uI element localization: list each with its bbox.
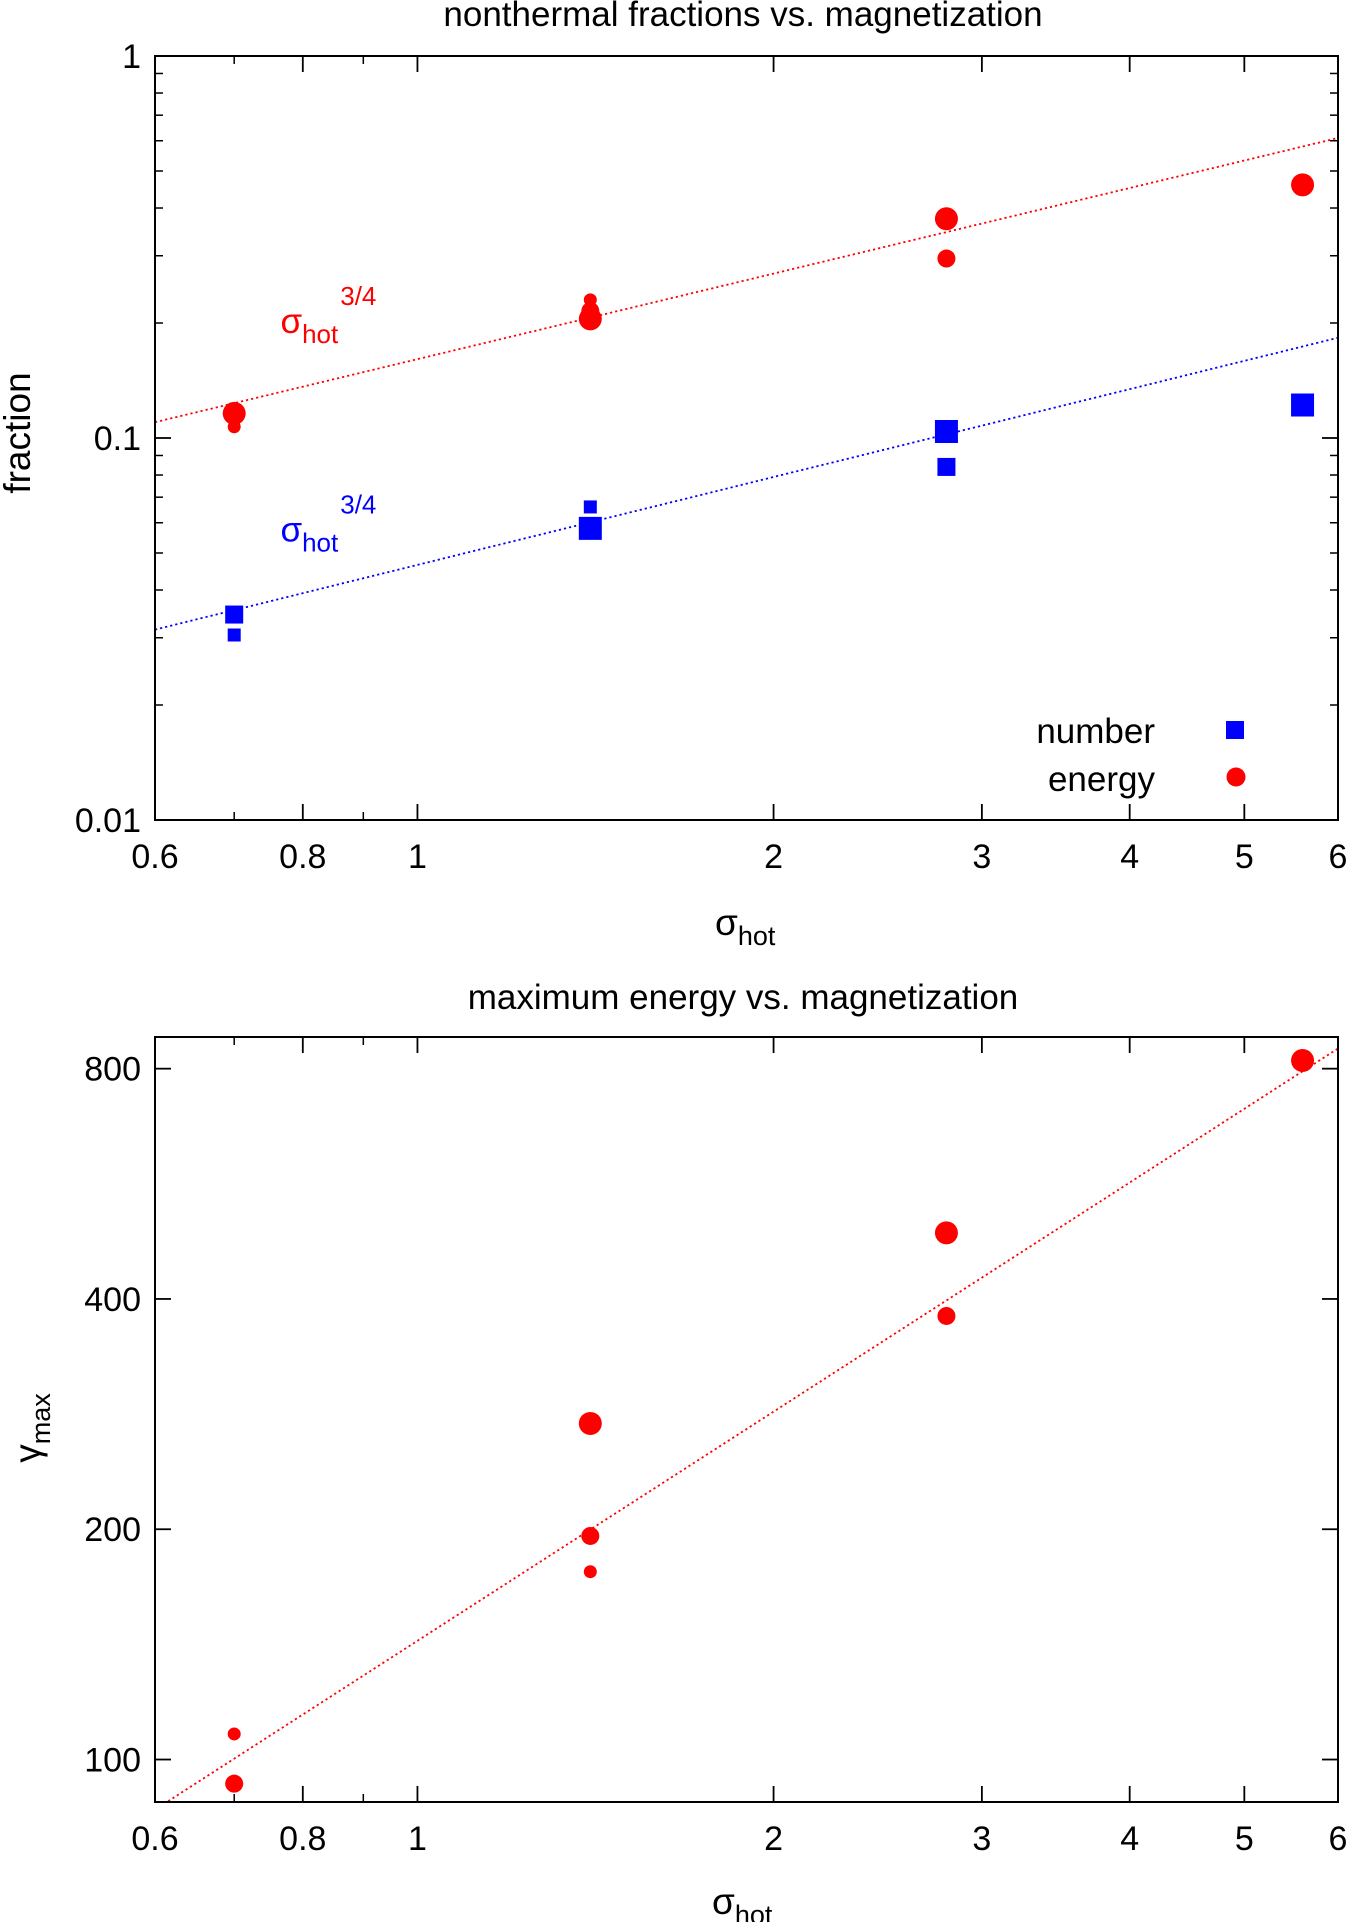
annotation-sup: 3/4 — [340, 281, 376, 311]
annotation-symbol: σ — [280, 510, 302, 549]
y-tick-label: 0.1 — [94, 420, 141, 458]
x-axis-label: σhot — [712, 1881, 773, 1922]
data-point-energy — [227, 420, 241, 434]
x-tick-label: 5 — [1235, 1820, 1254, 1858]
x-tick-label: 3 — [972, 838, 991, 876]
data-point-number — [1291, 393, 1315, 417]
plot-frame — [154, 55, 1339, 821]
fit-annotation: σhot3/4 — [280, 489, 376, 557]
y-tick-label: 200 — [84, 1511, 141, 1549]
x-tick-label: 0.8 — [279, 1820, 326, 1858]
fit-lines — [165, 1047, 1338, 1802]
data-point-number — [225, 605, 244, 624]
data-point-number — [578, 516, 602, 540]
fit-annotation: σhot3/4 — [280, 281, 376, 349]
data-point-energy — [578, 1411, 602, 1435]
annotation-sub: hot — [302, 319, 339, 349]
y-axis-label-main: γ — [7, 1444, 48, 1463]
series-number — [225, 393, 1315, 642]
data-point-energy — [937, 249, 956, 268]
legend-label-energy: energy — [1048, 760, 1156, 799]
data-point-energy — [581, 1526, 600, 1545]
annotation-sub: hot — [302, 527, 339, 557]
gamma-max-chart: maximum energy vs. magnetization γmax σh… — [7, 978, 1347, 1922]
x-tick-label: 4 — [1120, 1820, 1139, 1858]
plot-frame — [154, 1036, 1339, 1803]
legend-marker-energy — [1226, 767, 1246, 787]
data-point-number — [583, 500, 597, 514]
x-axis-label: σhot — [715, 902, 776, 951]
data-point-energy — [581, 302, 600, 321]
data-point-energy — [1291, 1048, 1315, 1072]
y-tick-label: 0.01 — [75, 802, 141, 840]
x-tick-label: 2 — [764, 1820, 783, 1858]
y-axis-label: γmax — [7, 1393, 56, 1463]
fit-line — [155, 336, 1338, 631]
fraction-chart: nonthermal fractions vs. magnetization f… — [0, 0, 1347, 951]
data-point-number — [937, 457, 956, 476]
fit-line — [155, 137, 1338, 424]
data-point-energy — [222, 401, 246, 425]
x-tick-label: 2 — [764, 838, 783, 876]
chart-title: maximum energy vs. magnetization — [468, 978, 1019, 1017]
x-axis-label-main: σ — [715, 902, 738, 943]
y-tick-label: 1 — [122, 38, 141, 76]
data-point-energy — [937, 1306, 956, 1325]
series-energy — [225, 1048, 1315, 1793]
chart-title: nonthermal fractions vs. magnetization — [443, 0, 1042, 34]
x-tick-label: 6 — [1329, 838, 1348, 876]
annotation-symbol: σ — [280, 302, 302, 341]
y-tick-label: 800 — [84, 1051, 141, 1089]
legend-label-number: number — [1036, 712, 1155, 751]
data-point-energy — [225, 1774, 244, 1793]
x-tick-label: 6 — [1329, 1820, 1348, 1858]
fit-line — [165, 1047, 1338, 1802]
x-tick-label: 1 — [408, 838, 427, 876]
data-point-energy — [1291, 173, 1315, 197]
data-point-energy — [583, 293, 597, 307]
x-axis-label-sub: hot — [738, 921, 776, 951]
annotation-sup: 3/4 — [340, 489, 376, 519]
data-point-number — [227, 628, 241, 642]
series-energy — [222, 173, 1315, 434]
x-tick-label: 5 — [1235, 838, 1254, 876]
legend: number energy — [1036, 712, 1246, 799]
data-point-energy — [934, 1221, 958, 1245]
x-axis-label-sub: hot — [735, 1900, 773, 1922]
y-tick-label: 100 — [84, 1742, 141, 1780]
data-point-energy — [227, 1727, 241, 1741]
x-tick-label: 0.6 — [131, 838, 178, 876]
data-point-number — [934, 419, 958, 443]
data-point-energy — [583, 1565, 597, 1579]
data-point-energy — [934, 207, 958, 231]
x-tick-label: 0.8 — [279, 838, 326, 876]
x-tick-label: 4 — [1120, 838, 1139, 876]
legend-marker-number — [1226, 721, 1244, 739]
x-axis-label-main: σ — [712, 1881, 735, 1922]
x-tick-label: 1 — [408, 1820, 427, 1858]
y-axis-label: fraction — [0, 372, 38, 493]
y-axis-label-sub: max — [26, 1393, 56, 1445]
y-tick-label: 400 — [84, 1281, 141, 1319]
x-tick-label: 0.6 — [131, 1820, 178, 1858]
x-tick-label: 3 — [972, 1820, 991, 1858]
fit-lines — [155, 137, 1338, 631]
